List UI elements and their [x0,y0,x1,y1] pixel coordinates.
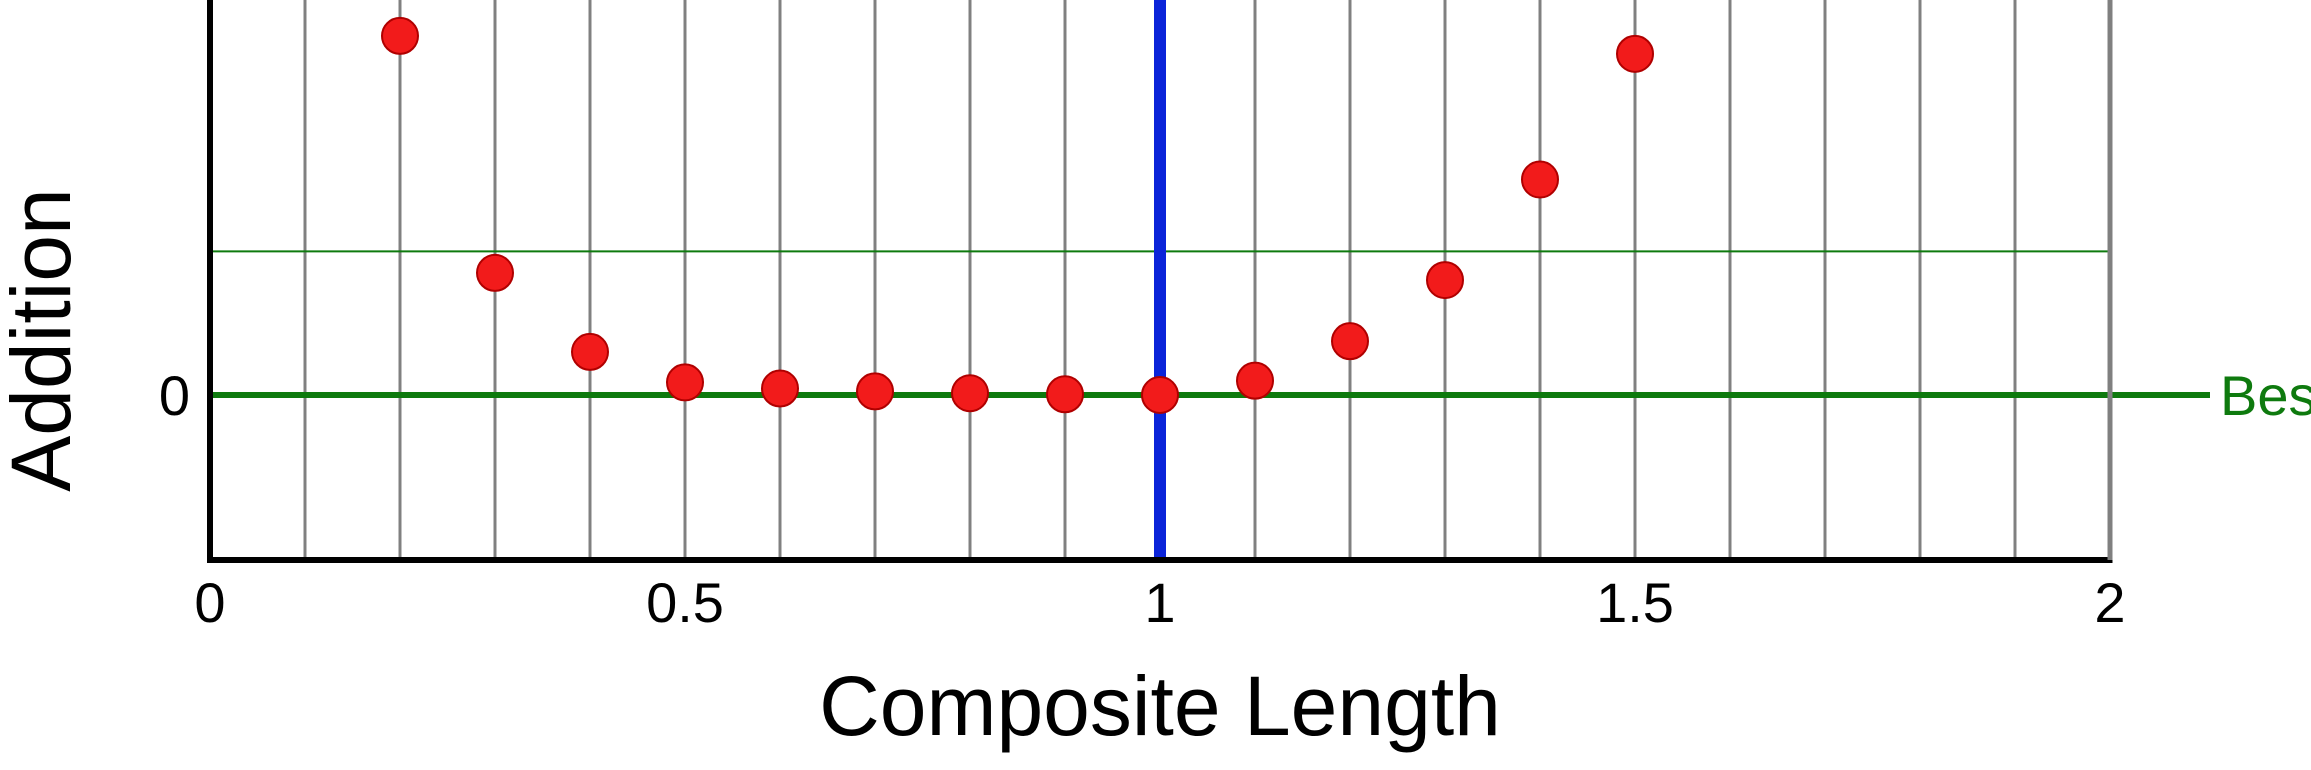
data-points [382,18,1653,413]
data-point [1142,377,1178,413]
x-tick-label: 1 [1144,571,1175,634]
data-point [382,18,418,54]
x-axis-title: Composite Length [819,659,1501,753]
x-tick-label: 1.5 [1596,571,1674,634]
x-tick-label: 0 [194,571,225,634]
data-point [1047,376,1083,412]
best-label: Best [2220,364,2311,427]
axis-titles: Composite Length Addition [0,188,1501,753]
data-point [857,373,893,409]
data-point [762,371,798,407]
y-tick-labels: 0 [159,364,190,427]
y-tick-label: 0 [159,364,190,427]
data-point [667,364,703,400]
data-point [572,334,608,370]
chart: 0 0.5 1 1.5 2 0 Composite Length Addition Bes… [0,0,2311,770]
x-tick-label: 2 [2094,571,2125,634]
data-point [1332,323,1368,359]
data-point [1522,162,1558,198]
annotations: Best [2220,364,2311,427]
data-point [1617,36,1653,72]
data-point [952,375,988,411]
y-axis-title: Addition [0,188,88,492]
x-tick-labels: 0 0.5 1 1.5 2 [194,571,2125,634]
data-point [1427,262,1463,298]
x-tick-label: 0.5 [646,571,724,634]
data-point [477,255,513,291]
data-point [1237,363,1273,399]
